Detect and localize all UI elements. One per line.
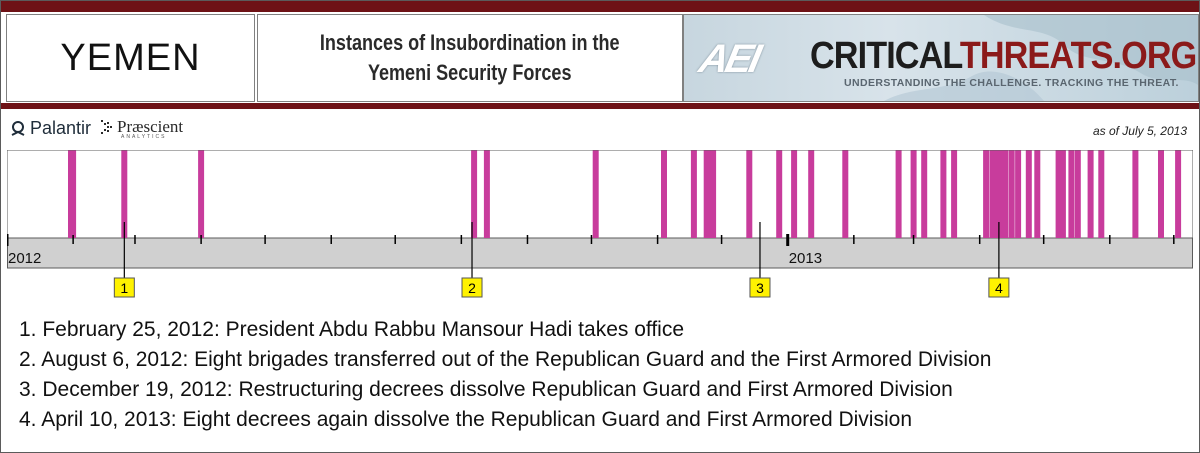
event-bar [989,150,996,238]
prescient-icon [101,120,112,134]
event-timeline-chart: 2012 2013 1 2 3 4 [7,150,1193,298]
prescient-logo: Præscient ANALYTICS [101,117,184,140]
event-bar [710,150,717,238]
country-label: YEMEN [6,14,255,102]
event-bar [1068,150,1075,238]
event-bar [1132,150,1139,238]
event-bar [1008,150,1015,238]
event-bar [983,150,990,238]
event-bar [842,150,849,238]
event-bar [198,150,205,238]
year-label: 2013 [789,250,822,267]
event-bar [471,150,478,238]
event-bar [121,150,128,238]
prescient-wordmark: Præscient [117,117,184,136]
marker-box [461,277,483,298]
event-bar [921,150,928,238]
event-bar [910,150,917,238]
palantir-logo: Palantir [9,118,91,139]
event-bar [1025,150,1032,238]
event-bar [1059,150,1066,238]
event-bar [808,150,815,238]
brand-name-part1: CRITICAL [810,35,961,77]
event-bar [661,150,667,238]
event-bar [483,150,490,238]
event-bar [1002,150,1009,238]
prescient-subtitle: ANALYTICS [121,134,167,140]
event-bar [1175,150,1182,238]
event-bar [791,150,798,238]
year-label: 2012 [8,250,41,267]
event-notes: 1. February 25, 2012: President Abdu Rab… [19,315,991,435]
top-accent-bar [1,1,1199,12]
marker-label: 2 [468,280,476,296]
marker-box [113,277,135,298]
event-bar [993,150,1000,238]
event-bar [1158,150,1164,238]
event-bar [998,150,1004,238]
event-bar [951,150,958,238]
aei-logo: AEI [695,37,763,81]
event-bar [1074,150,1081,238]
note-3: 3. December 19, 2012: Restructuring decr… [19,378,953,401]
marker-label: 4 [995,280,1003,296]
brand-tagline: UNDERSTANDING THE CHALLENGE. TRACKING TH… [844,77,1179,89]
as-of-date: as of July 5, 2013 [1092,124,1187,138]
marker-label: 3 [756,280,764,296]
event-bar [940,150,947,238]
marker-box [749,277,771,298]
title-line-2: Yemeni Security Forces [368,60,572,85]
timeline-axis-band [7,237,1193,269]
critical-threats-banner: AEI CRITICALTHREATS.ORG UNDERSTANDING TH… [683,14,1199,102]
note-2: 2. August 6, 2012: Eight brigades transf… [19,348,992,371]
note-4: 4. April 10, 2013: Eight decrees again d… [19,408,912,431]
event-bar [1055,150,1062,238]
critical-threats-logo: CRITICALTHREATS.ORG [810,35,1197,78]
event-bar [1034,150,1041,238]
marker-box [988,277,1010,298]
event-bar [1098,150,1105,238]
palantir-icon [11,120,25,136]
event-bar [690,150,697,238]
event-bar [895,150,902,238]
palantir-wordmark: Palantir [30,118,92,138]
event-bar [592,150,599,238]
event-bar [776,150,783,238]
chart-title: Instances of Insubordination in the Yeme… [257,14,683,102]
event-bar [1015,150,1022,238]
event-bar [746,150,753,238]
marker-label: 1 [120,280,128,296]
brand-name-part2: THREATS.ORG [959,35,1197,77]
event-bar [1087,150,1094,238]
header-divider [1,103,1199,109]
note-1: 1. February 25, 2012: President Abdu Rab… [19,318,685,341]
world-map-background [884,15,1198,101]
title-line-1: Instances of Insubordination in the [320,30,620,55]
event-bar [70,150,77,238]
